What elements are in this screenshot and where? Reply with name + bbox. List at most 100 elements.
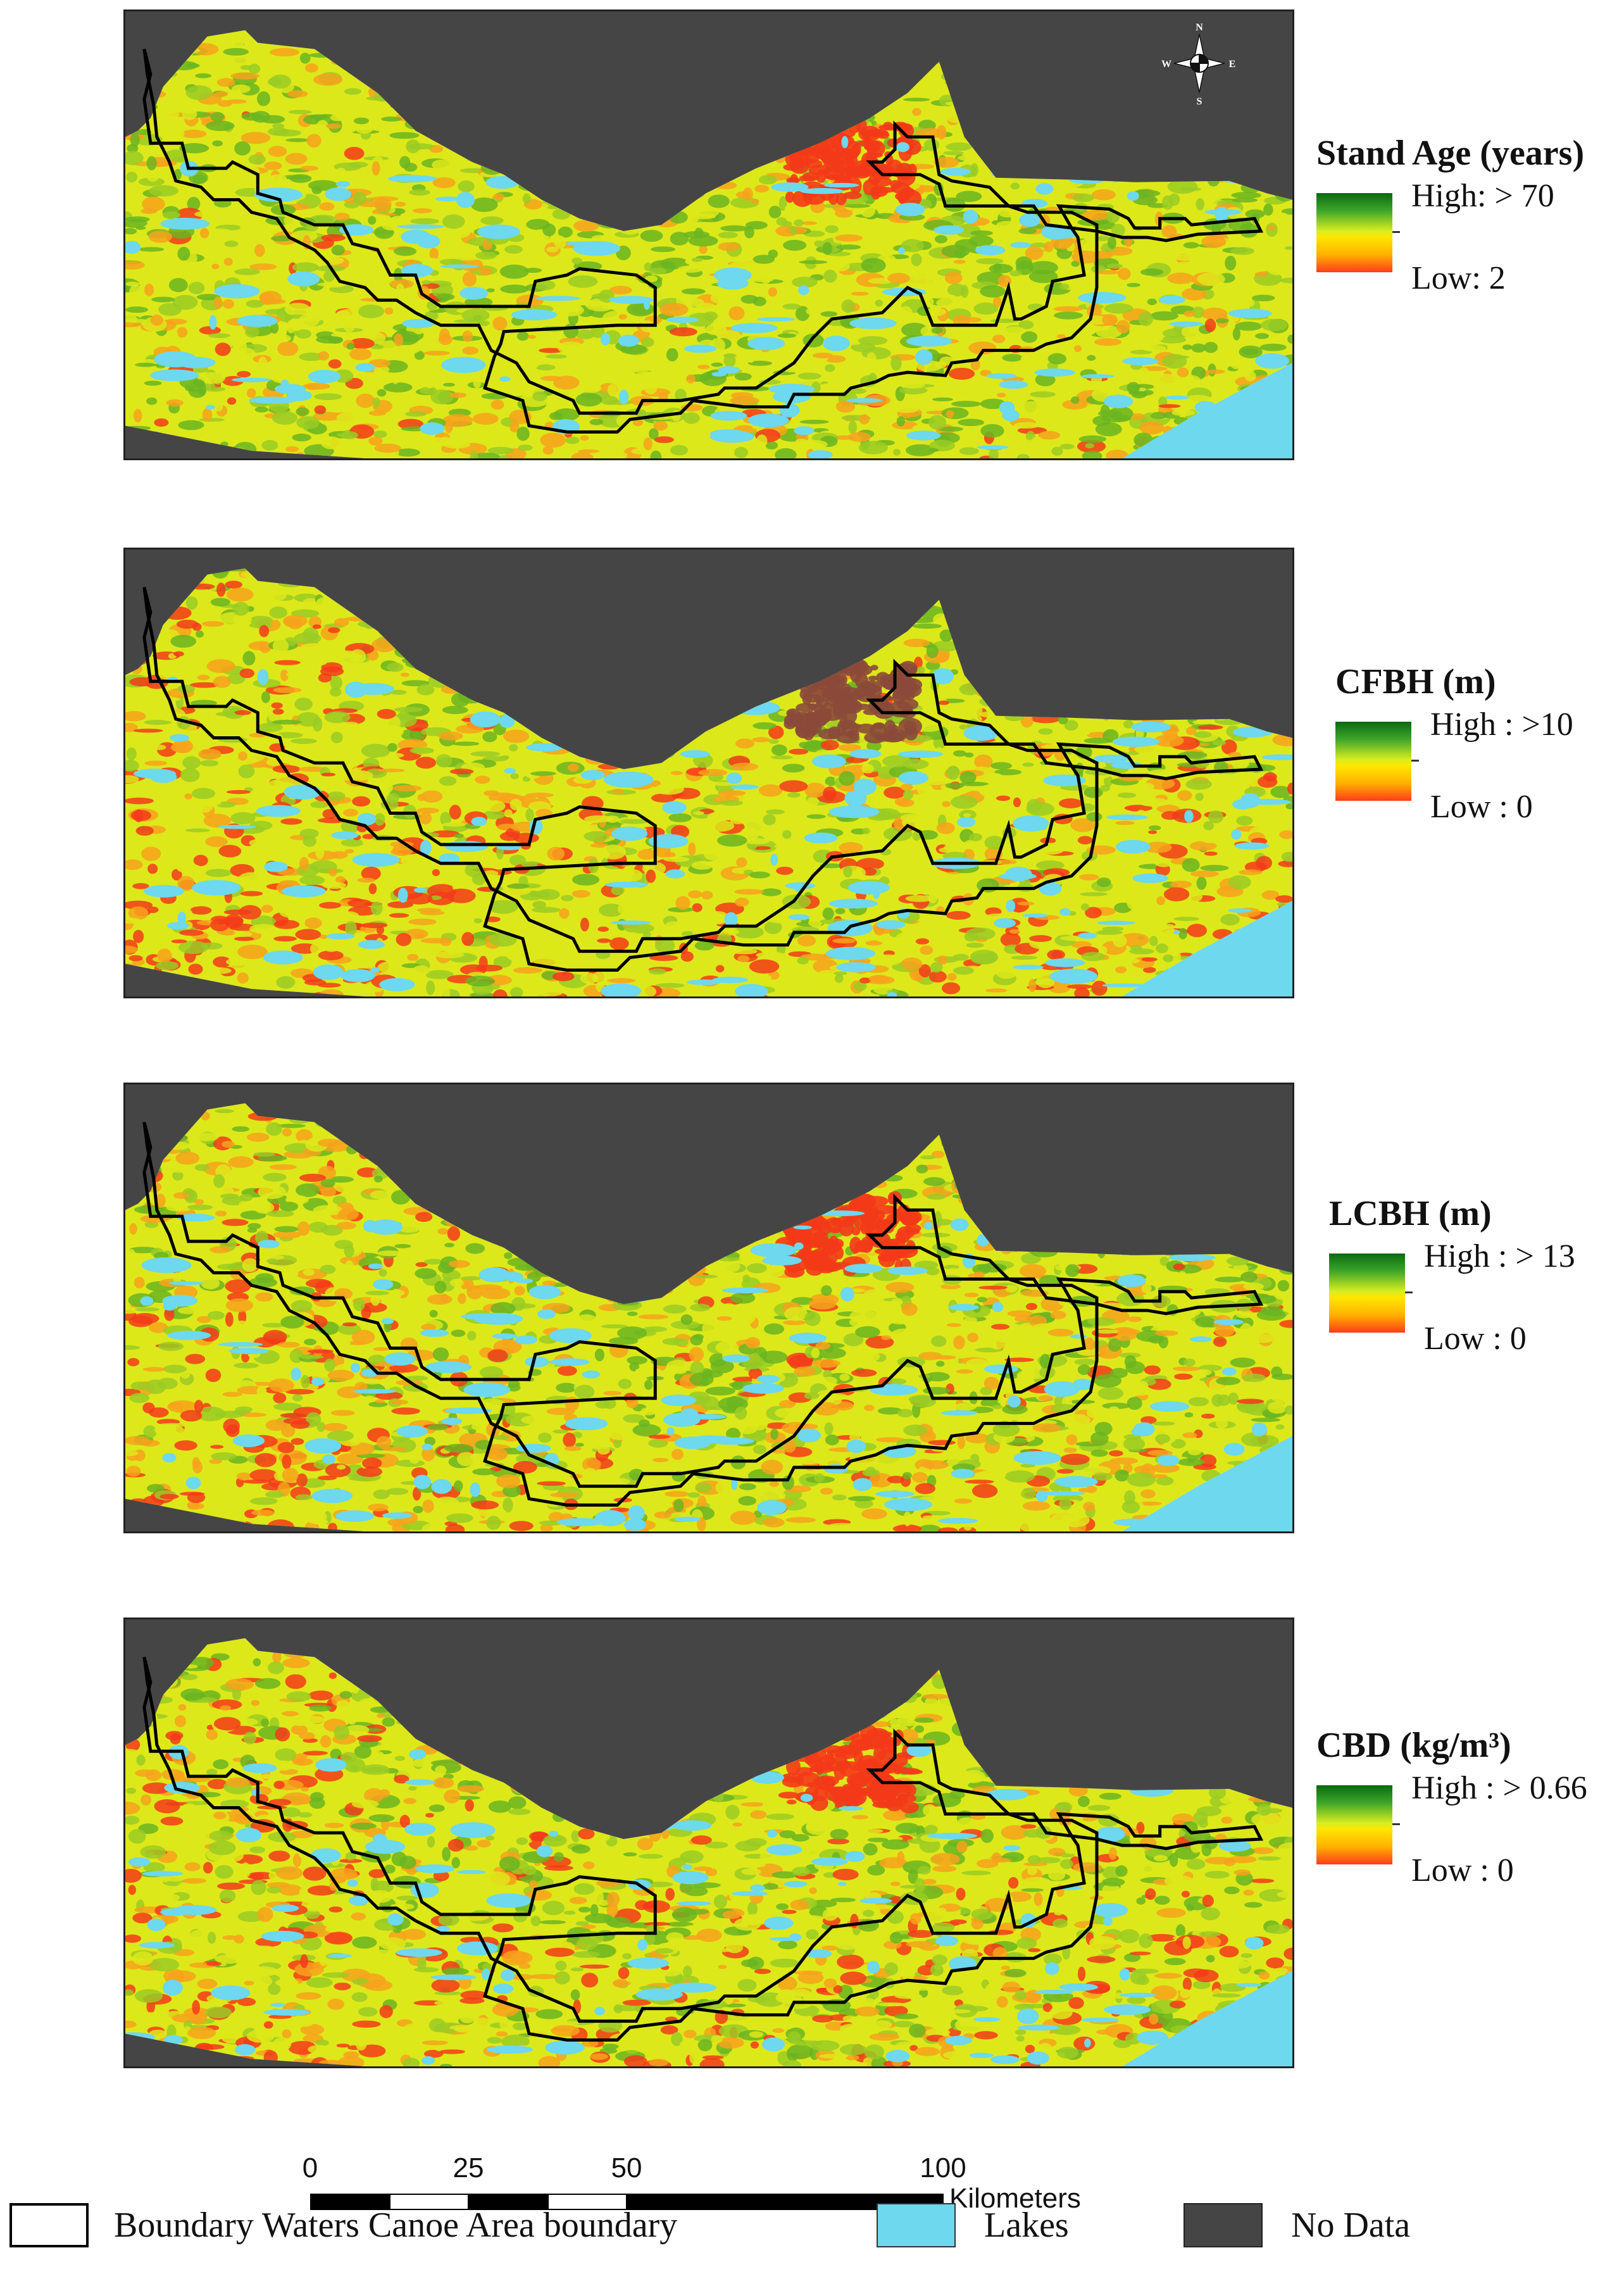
compass-south-label: S xyxy=(1197,96,1202,107)
bwca-boundary xyxy=(1056,204,1264,242)
scale-unit-label: Kilometers xyxy=(949,2183,1081,2214)
lake xyxy=(444,1407,492,1414)
lake xyxy=(906,1744,932,1757)
lake xyxy=(251,1788,261,1797)
lake xyxy=(841,135,849,149)
lake xyxy=(603,771,654,788)
lake xyxy=(1093,1902,1128,1918)
lake xyxy=(1049,969,1098,984)
lake xyxy=(898,247,905,254)
legend-high-label: High : >10 xyxy=(1430,707,1573,743)
lake xyxy=(825,946,876,960)
lake xyxy=(387,175,437,183)
lake xyxy=(211,1985,251,2001)
lake xyxy=(167,922,189,930)
lake xyxy=(844,1264,883,1274)
lake xyxy=(975,245,1006,256)
lake xyxy=(1022,913,1048,918)
lake xyxy=(477,224,521,239)
cfbh-map xyxy=(123,548,1294,998)
lake xyxy=(837,1881,847,1887)
lake xyxy=(493,1983,514,1994)
lake xyxy=(228,1348,269,1354)
lake xyxy=(257,669,269,686)
lake xyxy=(1213,1319,1244,1326)
lake xyxy=(169,734,190,742)
lake xyxy=(1044,1962,1059,1975)
lake xyxy=(1169,321,1203,327)
lake xyxy=(1017,2025,1060,2031)
lcbh-map xyxy=(123,1083,1294,1533)
lake xyxy=(214,290,229,294)
lake xyxy=(350,682,395,695)
lake xyxy=(1010,242,1032,248)
lake xyxy=(263,2009,311,2016)
boundary-swatch xyxy=(9,2203,89,2247)
lake xyxy=(662,801,687,815)
lake xyxy=(866,1961,880,1974)
lake xyxy=(582,1370,601,1379)
lake xyxy=(747,413,789,428)
lake xyxy=(425,1361,472,1373)
lake xyxy=(396,1425,428,1438)
lake xyxy=(735,984,768,996)
lake xyxy=(730,784,759,790)
cfbh-legend: CFBH (m) High : >10 Low : 0 xyxy=(1335,662,1624,825)
lake xyxy=(456,1941,499,1956)
lake xyxy=(290,1367,301,1381)
lake xyxy=(1095,1826,1125,1842)
lake xyxy=(351,1362,360,1373)
lake xyxy=(141,1257,192,1273)
lake xyxy=(672,1820,712,1831)
lake xyxy=(459,287,489,300)
lake xyxy=(969,2052,994,2058)
lake xyxy=(836,962,876,972)
bwca-boundary xyxy=(142,586,1099,972)
lake xyxy=(771,182,809,192)
compass-rose-icon: N S E W xyxy=(1161,19,1237,108)
lake xyxy=(310,1848,341,1863)
color-ramp xyxy=(1316,1785,1392,1864)
lake xyxy=(812,754,846,769)
lake xyxy=(263,950,303,965)
lake xyxy=(973,2017,1001,2022)
lake xyxy=(1054,1476,1098,1488)
lake xyxy=(185,1476,201,1490)
lake xyxy=(906,430,941,441)
lake xyxy=(793,1225,812,1230)
lake xyxy=(177,911,186,925)
lake xyxy=(927,1833,978,1839)
lake xyxy=(580,770,606,781)
lake xyxy=(147,1918,166,1932)
lake xyxy=(876,920,906,929)
lake xyxy=(1081,374,1115,379)
no-data-region xyxy=(125,2033,365,2066)
lake xyxy=(1104,2004,1151,2015)
lake xyxy=(284,784,322,800)
lake xyxy=(799,188,844,194)
lake xyxy=(322,1454,336,1464)
lake xyxy=(999,401,1015,415)
lake xyxy=(963,725,999,741)
lake xyxy=(1106,814,1148,820)
lake xyxy=(335,1510,375,1523)
lake xyxy=(1078,933,1097,939)
lake xyxy=(785,882,816,889)
lake xyxy=(605,881,649,888)
lake xyxy=(937,1517,978,1524)
lake xyxy=(1112,736,1159,747)
lake xyxy=(1236,1983,1262,1987)
lake xyxy=(404,1823,436,1836)
legend-title: CFBH (m) xyxy=(1335,662,1496,701)
lakes-swatch xyxy=(877,2203,956,2247)
lake xyxy=(1027,2051,1049,2065)
lake xyxy=(441,1417,463,1425)
lake xyxy=(1261,754,1292,760)
lake-superior xyxy=(1121,901,1292,996)
lake xyxy=(249,396,297,404)
no-data-swatch xyxy=(1184,2203,1263,2247)
lake xyxy=(515,1335,537,1345)
lake xyxy=(421,2056,435,2065)
lake xyxy=(139,1942,175,1949)
lake xyxy=(311,1488,353,1504)
